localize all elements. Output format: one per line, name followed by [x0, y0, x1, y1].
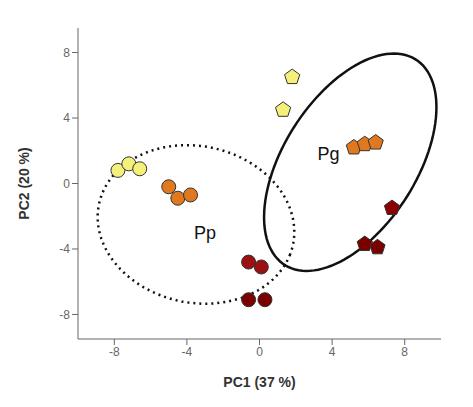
svg-text:-8: -8: [109, 345, 120, 359]
svg-text:-8: -8: [59, 308, 70, 322]
svg-text:Pp: Pp: [194, 223, 216, 243]
svg-text:0: 0: [63, 177, 70, 191]
svg-text:8: 8: [63, 46, 70, 60]
svg-text:PC2 (20 %): PC2 (20 %): [16, 147, 32, 219]
svg-text:-4: -4: [182, 345, 193, 359]
svg-text:4: 4: [63, 111, 70, 125]
svg-text:8: 8: [401, 345, 408, 359]
svg-text:4: 4: [329, 345, 336, 359]
svg-text:-4: -4: [59, 242, 70, 256]
svg-text:0: 0: [256, 345, 263, 359]
svg-text:Pg: Pg: [317, 144, 339, 164]
svg-text:PC1 (37 %): PC1 (37 %): [223, 374, 295, 390]
